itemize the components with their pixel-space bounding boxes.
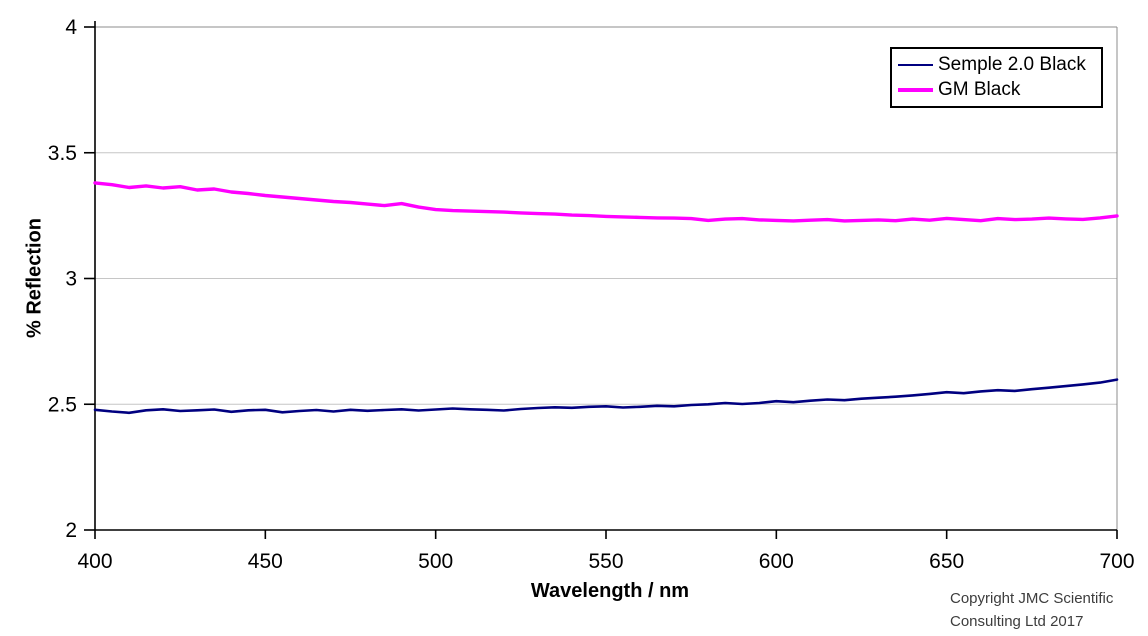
- legend: Semple 2.0 Black GM Black: [890, 47, 1103, 108]
- x-tick-label-600: 600: [759, 550, 794, 573]
- y-tick-label-4: 4: [65, 16, 77, 39]
- copyright-notice: Copyright JMC Scientific Consulting Ltd …: [950, 587, 1113, 633]
- y-tick-label-3.5: 3.5: [48, 142, 77, 165]
- legend-item-gm-black: GM Black: [898, 79, 1095, 101]
- x-axis-title: Wavelength / nm: [530, 580, 690, 602]
- y-tick-label-3: 3: [65, 268, 77, 291]
- y-axis-title: % Reflection: [23, 217, 46, 339]
- series-lines: [93, 181, 1119, 415]
- legend-line-sample-gm-black: [898, 88, 933, 92]
- copyright-line-2: Consulting Ltd 2017: [950, 613, 1084, 630]
- x-tick-label-700: 700: [1099, 550, 1134, 573]
- x-tick-label-550: 550: [588, 550, 623, 573]
- x-tick-label-500: 500: [418, 550, 453, 573]
- x-tick-label-450: 450: [248, 550, 283, 573]
- tick-labels: 2 2.5 3 3.5 4 400 450 500 550 600 650 700: [48, 16, 1135, 573]
- copyright-line-1: Copyright JMC Scientific: [950, 590, 1114, 607]
- y-tick-label-2.5: 2.5: [48, 393, 77, 416]
- legend-label-semple-black: Semple 2.0 Black: [938, 54, 1086, 75]
- gridlines: [95, 26, 1118, 530]
- legend-line-sample-semple-black: [898, 63, 933, 67]
- y-tick-label-2: 2: [65, 519, 77, 542]
- series-line-semple-2-0-black: [93, 378, 1119, 415]
- axes: [84, 21, 1118, 539]
- series-line-gm-black: [93, 181, 1119, 223]
- x-tick-label-650: 650: [929, 550, 964, 573]
- legend-item-semple-black: Semple 2.0 Black: [898, 54, 1095, 76]
- legend-label-gm-black: GM Black: [938, 79, 1021, 100]
- x-tick-label-400: 400: [77, 550, 112, 573]
